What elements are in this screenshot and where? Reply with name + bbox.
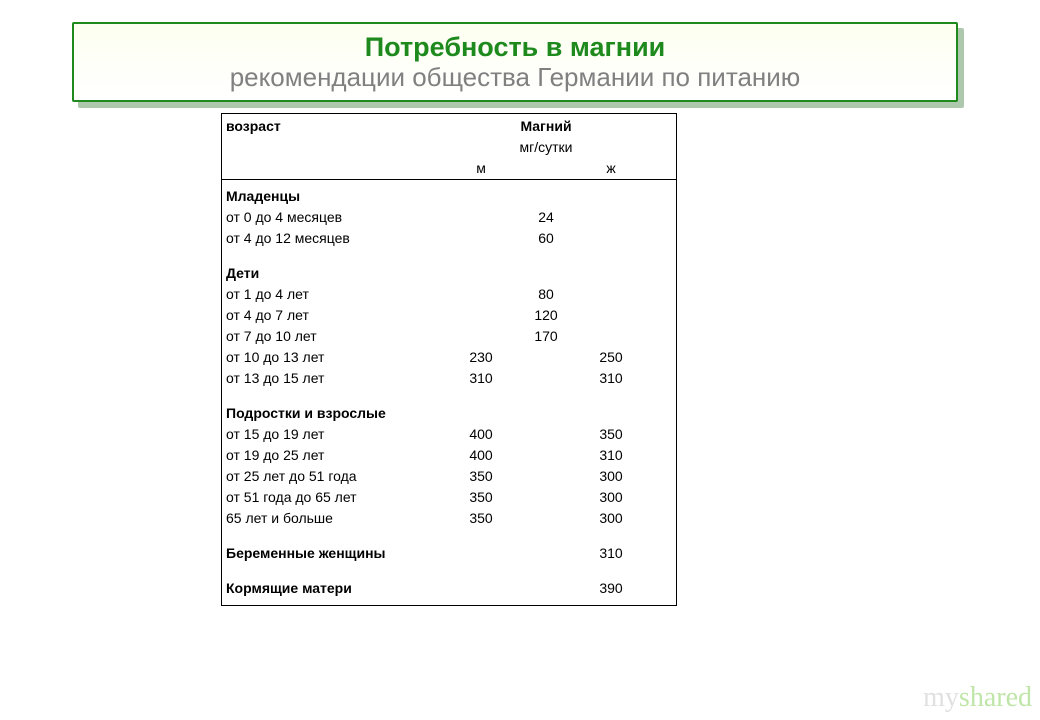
table-row: от 19 до 25 лет400310 (222, 445, 677, 466)
watermark: myshared (923, 682, 1032, 714)
table-cell: 300 (546, 508, 677, 529)
table-cell (416, 578, 546, 599)
table-cell: 300 (546, 466, 677, 487)
table-row: 65 лет и больше350300 (222, 508, 677, 529)
table-section-title: Подростки и взрослые (222, 403, 677, 424)
table-cell: от 13 до 15 лет (222, 368, 417, 389)
table-cell (416, 599, 546, 606)
table-cell (416, 263, 546, 284)
table-cell: 250 (546, 347, 677, 368)
table-cell: от 4 до 12 месяцев (222, 228, 417, 249)
table-cell: Подростки и взрослые (222, 403, 417, 424)
table-cell (222, 599, 417, 606)
table-cell (546, 186, 677, 207)
table-cell (416, 389, 546, 403)
table-cell: 400 (416, 445, 546, 466)
header-title: Потребность в магнии (365, 32, 666, 63)
table-cell: 400 (416, 424, 546, 445)
table-cell: от 0 до 4 месяцев (222, 207, 417, 228)
table-cell: 170 (416, 326, 677, 347)
table-cell: от 4 до 7 лет (222, 305, 417, 326)
header-banner: Потребность в магнии рекомендации общест… (72, 22, 958, 102)
table-cell (546, 564, 677, 578)
table-cell (546, 389, 677, 403)
table-cell (222, 389, 417, 403)
table-cell: 24 (416, 207, 677, 228)
table-row: от 13 до 15 лет310310 (222, 368, 677, 389)
table-cell: 80 (416, 284, 677, 305)
table-cell: от 10 до 13 лет (222, 347, 417, 368)
table-cell: Кормящие матери (222, 578, 417, 599)
table-row: от 0 до 4 месяцев24 (222, 207, 677, 228)
table-cell (222, 249, 417, 263)
table-cell: ж (546, 158, 677, 180)
table-cell: 65 лет и больше (222, 508, 417, 529)
table-cell: 120 (416, 305, 677, 326)
table-cell: 390 (546, 578, 677, 599)
table-row: от 10 до 13 лет230250 (222, 347, 677, 368)
table-cell: от 51 года до 65 лет (222, 487, 417, 508)
table-cell (546, 599, 677, 606)
table-cell (546, 249, 677, 263)
table-cell (546, 529, 677, 543)
table-row: от 25 лет до 51 года350300 (222, 466, 677, 487)
table-cell: возраст (222, 114, 417, 138)
table-cell (546, 263, 677, 284)
table-cell: от 19 до 25 лет (222, 445, 417, 466)
table-cell: 230 (416, 347, 546, 368)
table-cell (416, 186, 546, 207)
table-cell: 310 (546, 368, 677, 389)
table-cell (546, 403, 677, 424)
table-section-title: Кормящие матери 390 (222, 578, 677, 599)
table-row: от 7 до 10 лет170 (222, 326, 677, 347)
table-cell (416, 564, 546, 578)
table-cell (416, 543, 546, 564)
table-cell: 310 (546, 543, 677, 564)
table-cell: 310 (546, 445, 677, 466)
table-cell: 300 (546, 487, 677, 508)
table-cell: 350 (546, 424, 677, 445)
table-cell (222, 158, 417, 180)
table-cell: Магний (416, 114, 677, 138)
table-cell: Дети (222, 263, 417, 284)
table-section-title: Дети (222, 263, 677, 284)
table-cell: от 15 до 19 лет (222, 424, 417, 445)
table-cell: 350 (416, 487, 546, 508)
table-section-title: Младенцы (222, 186, 677, 207)
table-cell: от 25 лет до 51 года (222, 466, 417, 487)
table-cell: от 1 до 4 лет (222, 284, 417, 305)
header-subtitle: рекомендации общества Германии по питани… (230, 63, 801, 93)
table-cell: мг/сутки (416, 137, 677, 158)
table-row: от 1 до 4 лет80 (222, 284, 677, 305)
table-cell (222, 564, 417, 578)
table-row: от 4 до 12 месяцев60 (222, 228, 677, 249)
magnesium-table: возрастМагниймг/суткимж Младенцыот 0 до 4… (221, 113, 677, 606)
table-cell: 350 (416, 466, 546, 487)
table-cell: 350 (416, 508, 546, 529)
table-row: от 4 до 7 лет120 (222, 305, 677, 326)
table-cell: 310 (416, 368, 546, 389)
table-cell (416, 249, 546, 263)
table-cell: Младенцы (222, 186, 417, 207)
table-cell: 60 (416, 228, 677, 249)
table-cell (222, 529, 417, 543)
table-cell (416, 529, 546, 543)
table-cell (222, 137, 417, 158)
table-cell: Беременные женщины (222, 543, 417, 564)
table-cell: от 7 до 10 лет (222, 326, 417, 347)
table-cell (416, 403, 546, 424)
table-cell: м (416, 158, 546, 180)
table-section-title: Беременные женщины 310 (222, 543, 677, 564)
watermark-shared: shared (959, 682, 1032, 713)
table-row: от 15 до 19 лет400350 (222, 424, 677, 445)
table-row: от 51 года до 65 лет350300 (222, 487, 677, 508)
watermark-my: my (923, 682, 959, 713)
